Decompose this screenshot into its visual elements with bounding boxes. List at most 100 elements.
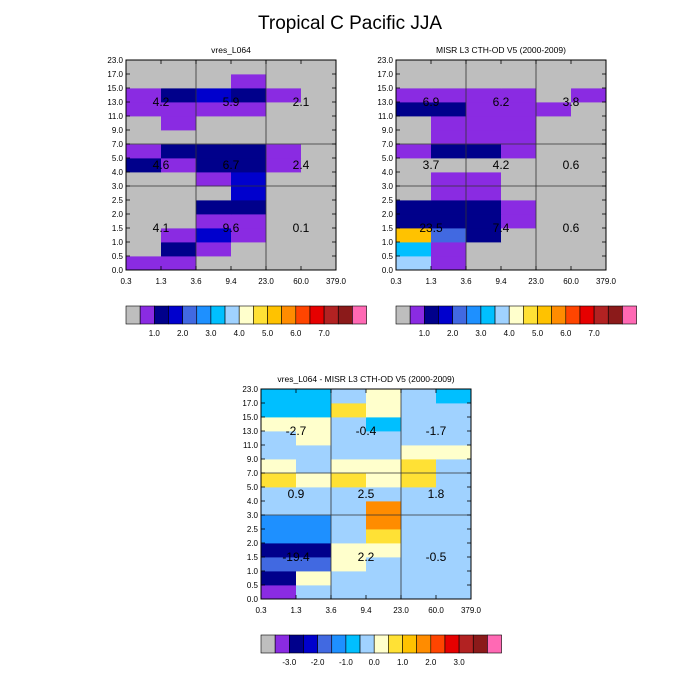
heatmap-panel: MISR L3 CTH-OD V5 (2000-2009) 0.0 0.5 1.0 1.… (377, 45, 637, 338)
heatmap-cell (436, 585, 472, 600)
colorbar-swatch (210, 305, 226, 325)
x-tick-label: 23.0 (528, 277, 544, 286)
heatmap-cell (466, 158, 502, 173)
heatmap-cell (366, 515, 402, 530)
heatmap-cell (301, 228, 337, 243)
colorbar-swatch (537, 305, 552, 325)
heatmap-cell (331, 585, 367, 600)
panel-title: vres_L064 (211, 45, 251, 55)
heatmap-cell (161, 158, 197, 173)
y-tick-label: 4.0 (382, 168, 394, 177)
x-tick-label: 1.3 (155, 277, 167, 286)
heatmap-cell (301, 74, 337, 89)
heatmap-cell (536, 144, 572, 159)
heatmap-cell (266, 88, 302, 103)
heatmap-cell (231, 144, 267, 159)
data-label: -0.4 (356, 424, 377, 438)
colorbar-swatch (458, 634, 474, 654)
heatmap-cell (126, 130, 162, 145)
heatmap-cell (161, 88, 197, 103)
heatmap-cell (571, 88, 607, 103)
heatmap-cell (301, 130, 337, 145)
y-tick-label: 2.0 (382, 210, 394, 219)
colorbar-swatch (238, 305, 254, 325)
heatmap-cell (396, 116, 432, 131)
heatmap-cell (401, 501, 437, 516)
y-tick-label: 0.0 (247, 595, 259, 604)
heatmap-cell (261, 571, 297, 586)
heatmap-cell (436, 473, 472, 488)
colorbar-swatch (565, 305, 581, 325)
colorbar-swatch (472, 634, 488, 654)
colorbar-label: 3.0 (475, 329, 487, 338)
heatmap-cell (436, 417, 472, 432)
heatmap-cell (126, 228, 162, 243)
colorbar-swatch (331, 634, 347, 654)
heatmap-cell (431, 102, 467, 117)
heatmap-cell (296, 459, 332, 474)
heatmap-cell (161, 214, 197, 229)
heatmap-cell (331, 417, 367, 432)
colorbar-swatch (260, 634, 276, 654)
heatmap-cell (161, 116, 197, 131)
heatmap-cell (571, 242, 607, 257)
y-tick-label: 1.0 (112, 238, 124, 247)
x-tick-label: 3.6 (190, 277, 202, 286)
heatmap-cell (431, 88, 467, 103)
colorbar-swatch (444, 634, 460, 654)
heatmap-cell (266, 144, 302, 159)
heatmap-cell (296, 515, 332, 530)
data-label: 4.2 (153, 95, 170, 109)
colorbar-label: 7.0 (589, 329, 601, 338)
y-tick-label: 0.0 (112, 266, 124, 275)
x-tick-label: 3.6 (460, 277, 472, 286)
colorbar-label: 0.0 (369, 658, 381, 667)
heatmap-cell (366, 585, 402, 600)
colorbar-label: 4.0 (234, 329, 246, 338)
heatmap-cell (431, 130, 467, 145)
colorbar-label: 1.0 (397, 658, 409, 667)
heatmap-cell (301, 200, 337, 215)
heatmap-cell (331, 389, 367, 404)
heatmap-cell (126, 116, 162, 131)
x-tick-label: 9.4 (360, 606, 372, 615)
heatmap-cell (396, 186, 432, 201)
heatmap-cell (196, 116, 232, 131)
heatmap-cell (196, 130, 232, 145)
heatmap-cell (231, 116, 267, 131)
colorbar-swatch (267, 305, 282, 325)
data-label: 0.9 (288, 487, 305, 501)
heatmap-cell (261, 515, 297, 530)
y-tick-label: 2.5 (112, 196, 124, 205)
heatmap-cell (331, 557, 367, 572)
data-label: 2.1 (293, 95, 310, 109)
colorbar-swatch (452, 305, 468, 325)
heatmap-cell (436, 403, 472, 418)
heatmap-cell (436, 501, 472, 516)
heatmap-cell (466, 130, 502, 145)
y-tick-label: 3.0 (382, 182, 394, 191)
heatmap-cell (301, 242, 337, 257)
y-tick-label: 7.0 (112, 140, 124, 149)
heatmap-cell (366, 473, 402, 488)
heatmap-cell (196, 158, 232, 173)
y-tick-label: 1.5 (382, 224, 394, 233)
heatmap-cell (266, 116, 302, 131)
colorbar-label: 1.0 (149, 329, 161, 338)
heatmap-cell (331, 543, 367, 558)
heatmap-cell (261, 459, 297, 474)
x-tick-label: 1.3 (290, 606, 302, 615)
colorbar-label: 1.0 (419, 329, 431, 338)
heatmap-cell (261, 445, 297, 460)
y-tick-label: 13.0 (242, 427, 258, 436)
heatmap-cell (571, 256, 607, 271)
heatmap-cell (401, 487, 437, 502)
heatmap-cell (126, 186, 162, 201)
x-tick-label: 23.0 (258, 277, 274, 286)
heatmap-cell (501, 186, 537, 201)
heatmap-cell (296, 389, 332, 404)
heatmap-cell (231, 60, 267, 75)
y-tick-label: 5.0 (247, 483, 259, 492)
heatmap-cell (501, 130, 537, 145)
